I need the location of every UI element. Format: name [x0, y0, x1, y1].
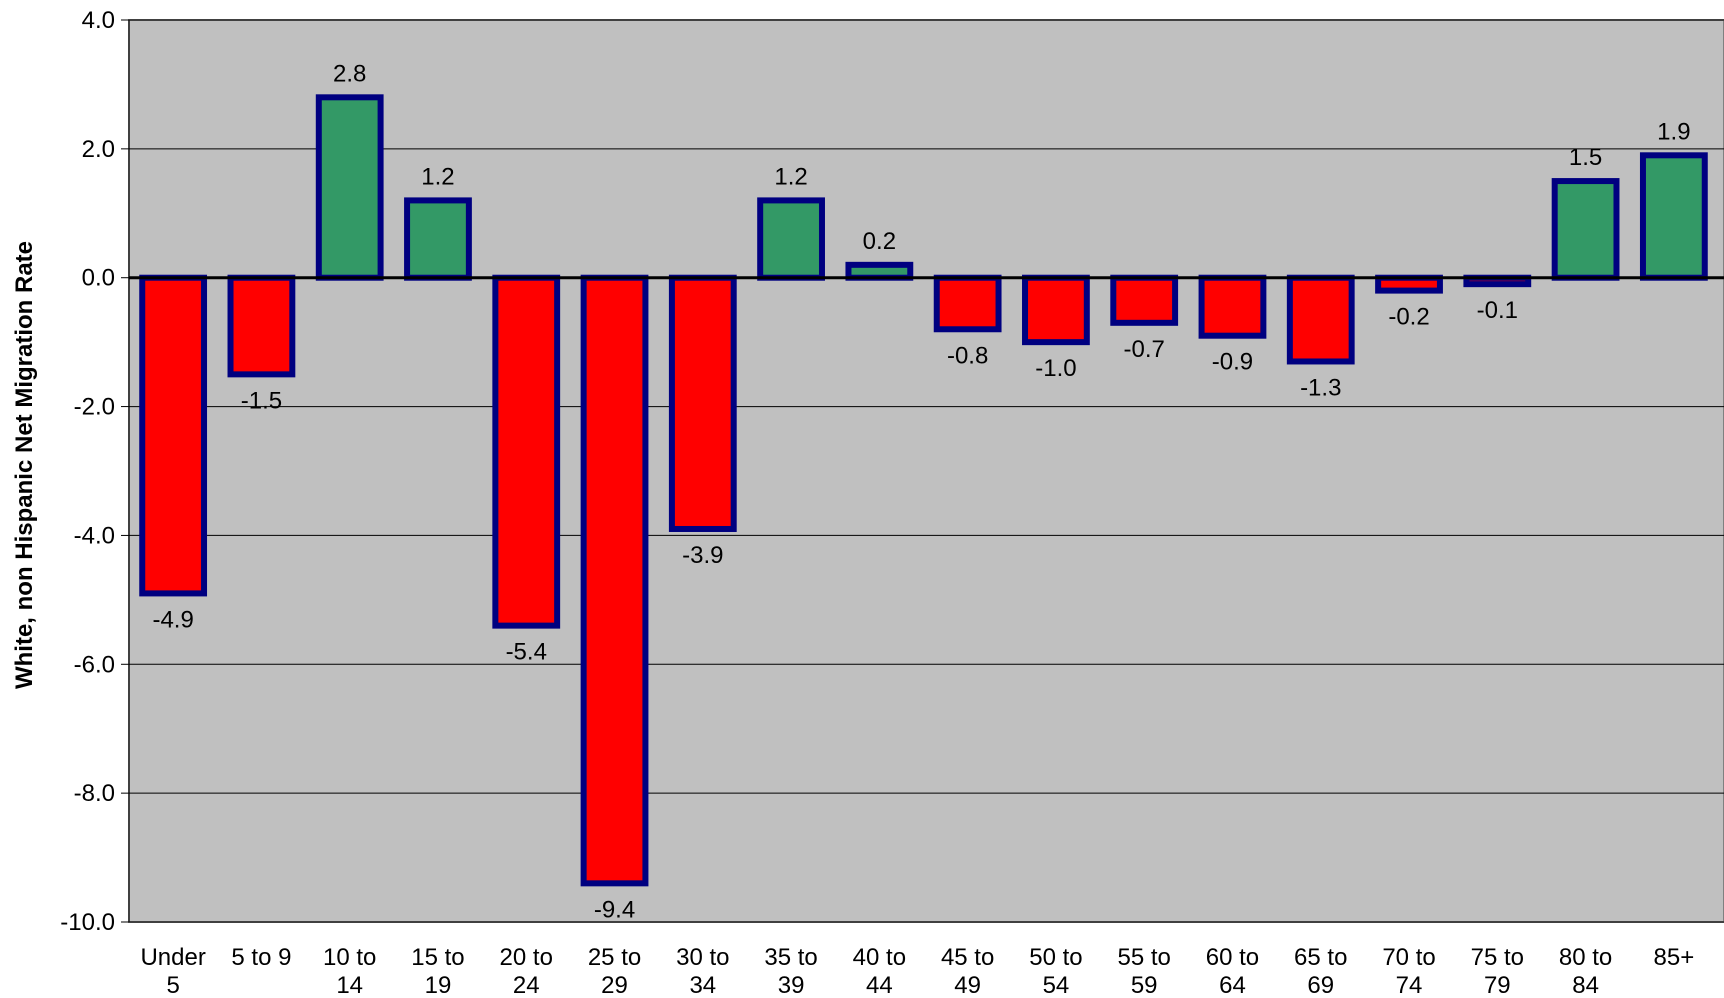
bar [845, 261, 914, 281]
data-label: 2.8 [333, 60, 366, 87]
bars [139, 94, 1708, 887]
data-label: -1.0 [1035, 355, 1076, 382]
bar [1022, 274, 1090, 346]
data-label: 1.2 [421, 163, 454, 190]
bar [580, 274, 649, 887]
x-tick-label: 45 to 49 [941, 944, 994, 998]
y-tick-label: -10.0 [60, 909, 115, 936]
data-label: -4.9 [152, 606, 193, 633]
y-axis: 4.0 2.0 0.0 -2.0 -4.0 -6.0 -8.0 -10.0 [60, 7, 130, 936]
data-label: 1.5 [1569, 144, 1602, 171]
bar [1375, 274, 1443, 294]
bar [1110, 274, 1179, 326]
data-label: -9.4 [594, 896, 635, 923]
x-tick-label: 55 to 59 [1117, 944, 1170, 998]
bar [315, 94, 384, 281]
bar [139, 274, 208, 597]
bar [1551, 178, 1620, 281]
data-label: -0.2 [1388, 304, 1429, 331]
bar [668, 274, 737, 532]
bar [1639, 152, 1708, 281]
bar [1198, 274, 1267, 339]
plot-area [128, 19, 1724, 923]
data-label: -0.1 [1477, 297, 1518, 324]
data-label: 0.2 [863, 228, 896, 255]
x-tick-label: 10 to 14 [323, 944, 376, 998]
data-label: -5.4 [506, 639, 547, 666]
y-tick-label: 4.0 [82, 7, 115, 34]
bar [492, 274, 561, 629]
bar [227, 274, 296, 378]
y-tick-label: 2.0 [82, 136, 115, 163]
data-label: -1.5 [241, 387, 282, 414]
x-tick-label: 75 to 79 [1471, 944, 1524, 998]
bar [933, 274, 1002, 333]
data-label: 1.9 [1657, 118, 1690, 145]
x-tick-label: 30 to 34 [676, 944, 729, 998]
x-tick-label: 85+ [1654, 944, 1695, 971]
data-label: -0.8 [947, 342, 988, 369]
x-tick-label: Under 5 [140, 944, 205, 998]
data-label: -1.3 [1300, 374, 1341, 401]
y-tick-label: -6.0 [74, 651, 115, 678]
data-labels: -4.9 -1.5 2.8 1.2 -5.4 -9.4 -3.9 1.2 0.2 -0.8 -1.0… [152, 60, 1690, 923]
y-tick-label: -2.0 [74, 394, 115, 421]
x-tick-label: 5 to 9 [231, 944, 291, 971]
y-tick-label: 0.0 [82, 265, 115, 292]
data-label: 1.2 [774, 163, 807, 190]
x-axis: Under 5 5 to 9 10 to 14 15 to 19 20 to 24 25 to 29… [140, 944, 1694, 998]
x-tick-label: 80 to 84 [1559, 944, 1612, 998]
bar [404, 197, 472, 281]
bar [1286, 274, 1355, 365]
x-tick-label: 20 to 24 [500, 944, 553, 998]
bar [757, 197, 825, 281]
x-tick-label: 65 to 69 [1294, 944, 1347, 998]
x-tick-label: 40 to 44 [853, 944, 906, 998]
y-axis-title: White, non Hispanic Net Migration Rate [11, 241, 38, 689]
x-tick-label: 50 to 54 [1029, 944, 1082, 998]
data-label: -0.7 [1124, 336, 1165, 363]
x-tick-label: 60 to 64 [1206, 944, 1259, 998]
data-label: -3.9 [682, 542, 723, 569]
y-tick-label: -8.0 [74, 780, 115, 807]
y-tick-label: -4.0 [74, 522, 115, 549]
x-tick-label: 15 to 19 [411, 944, 464, 998]
x-tick-label: 70 to 74 [1382, 944, 1435, 998]
x-tick-label: 35 to 39 [764, 944, 817, 998]
x-tick-label: 25 to 29 [588, 944, 641, 998]
data-label: -0.9 [1212, 349, 1253, 376]
